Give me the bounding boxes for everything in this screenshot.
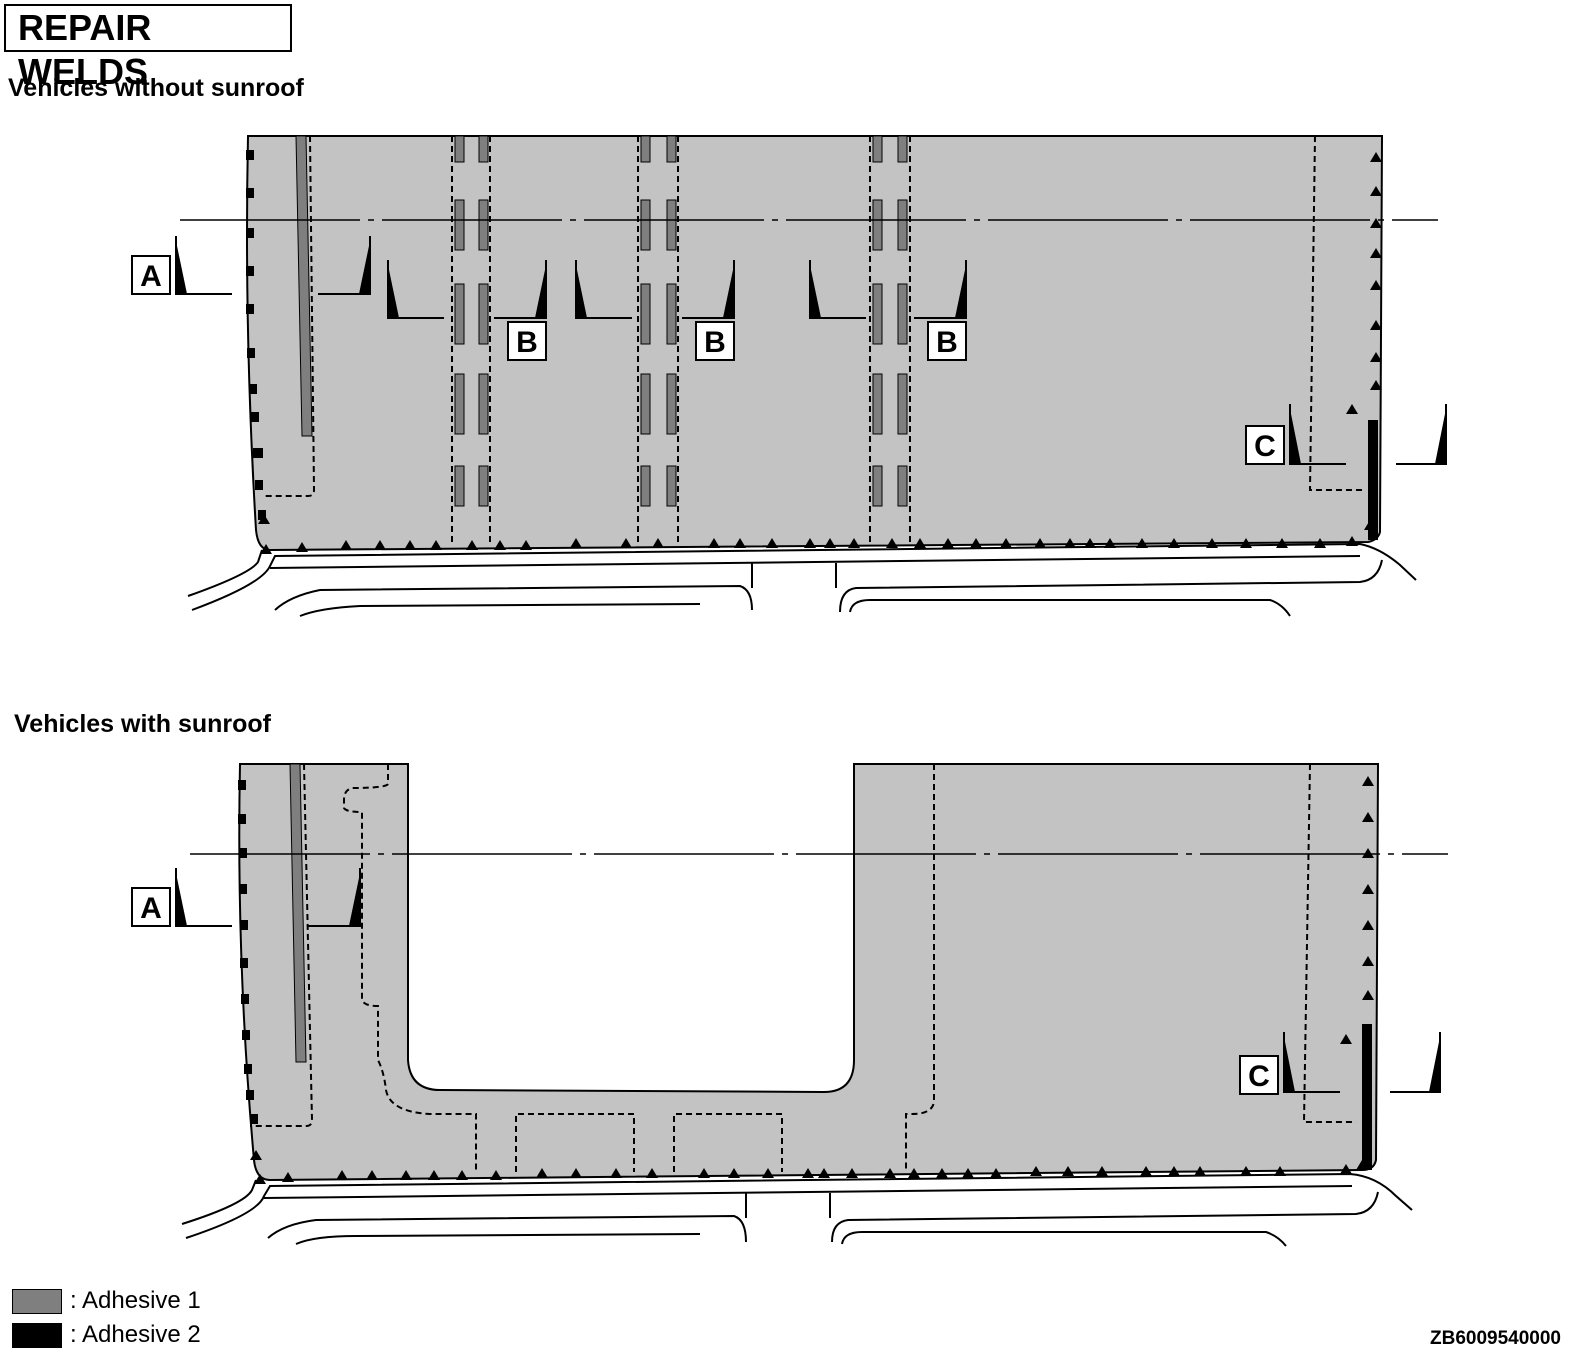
- seam-outlines: [264, 135, 1362, 542]
- callout-a-top: A: [131, 255, 171, 295]
- callout-b-2: B: [695, 321, 735, 361]
- adhesive-1-areas: [295, 135, 908, 507]
- body-side-lines: [187, 542, 1417, 617]
- svg-text:C: C: [1254, 430, 1276, 463]
- legend-adhesive-1: : Adhesive 1: [12, 1287, 201, 1314]
- callout-c-bottom: C: [1239, 1055, 1279, 1095]
- svg-text:B: B: [704, 326, 726, 359]
- legend-label-adhesive-2: : Adhesive 2: [70, 1321, 201, 1348]
- adhesive-2-swatch: [12, 1322, 62, 1348]
- legend-adhesive-2: : Adhesive 2: [12, 1321, 201, 1348]
- seam-outlines-sunroof: [250, 763, 1356, 1172]
- diagram-with-sunroof: A C: [131, 763, 1448, 1247]
- spot-weld-markers: [258, 152, 1382, 554]
- callout-b-3: B: [927, 321, 967, 361]
- svg-text:A: A: [140, 260, 162, 293]
- callout-a-bottom: A: [131, 887, 171, 927]
- body-side-lines-sunroof: [181, 1172, 1413, 1247]
- spot-weld-markers-sunroof: [250, 776, 1374, 1184]
- diagram-without-sunroof: A B B B C: [131, 135, 1447, 617]
- adhesive-1-swatch: [12, 1288, 62, 1314]
- section-heading-with-sunroof: Vehicles with sunroof: [14, 710, 271, 738]
- page-title: REPAIR WELDS: [4, 4, 292, 92]
- weld-symbols: [175, 236, 1447, 465]
- legend-label-adhesive-1: : Adhesive 1: [70, 1287, 201, 1314]
- adhesive-2-areas: [246, 150, 1378, 540]
- svg-text:B: B: [516, 326, 538, 359]
- section-heading-without-sunroof: Vehicles without sunroof: [8, 74, 304, 102]
- callout-b-1: B: [507, 321, 547, 361]
- svg-text:A: A: [140, 892, 162, 925]
- svg-text:C: C: [1248, 1060, 1270, 1093]
- adhesive-2-areas-sunroof: [238, 780, 1372, 1170]
- adhesive-1-area-sunroof: [289, 763, 307, 1063]
- weld-symbols-sunroof: [175, 868, 1441, 1093]
- roof-panel: [246, 135, 1384, 552]
- figure-id: ZB6009540000: [1430, 1328, 1561, 1349]
- roof-panel-sunroof: [238, 763, 1380, 1182]
- callout-c-top: C: [1245, 425, 1285, 465]
- svg-text:B: B: [936, 326, 958, 359]
